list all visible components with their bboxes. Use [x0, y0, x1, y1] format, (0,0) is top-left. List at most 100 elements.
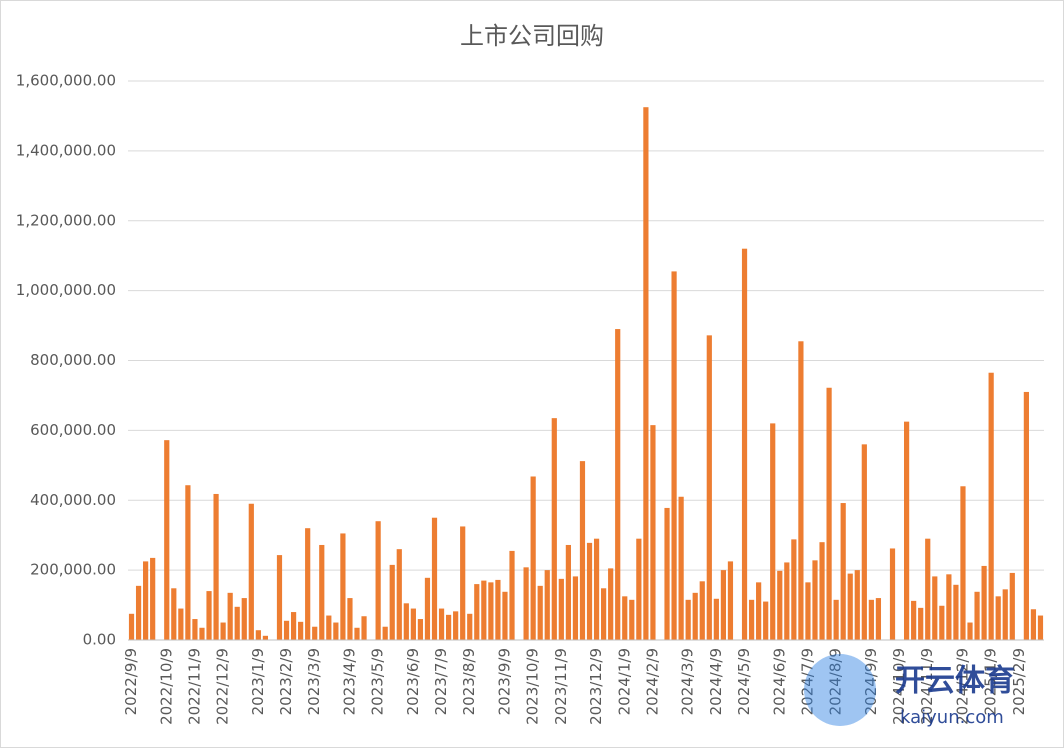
- bar: [572, 576, 579, 640]
- watermark-logo: [804, 654, 876, 726]
- bar: [791, 539, 797, 640]
- bar: [819, 542, 825, 640]
- chart-title: 上市公司回购: [460, 22, 604, 50]
- x-tick-label: 2024/11/9: [918, 648, 936, 725]
- bar: [178, 608, 184, 640]
- bar: [953, 584, 959, 640]
- bar: [593, 538, 600, 640]
- bar: [939, 605, 945, 640]
- y-tick-label: 1,200,000.00: [16, 211, 116, 229]
- bar: [389, 564, 395, 640]
- bar: [763, 601, 769, 640]
- y-tick-label: 200,000.00: [30, 561, 116, 579]
- bar: [988, 372, 994, 640]
- bar: [241, 598, 247, 640]
- bar: [185, 485, 191, 640]
- bar: [340, 533, 346, 640]
- bar: [664, 507, 670, 640]
- y-tick-label: 1,400,000.00: [16, 141, 116, 159]
- bar: [565, 544, 571, 640]
- x-tick-label: 2023/8/9: [460, 648, 478, 715]
- x-tick-label: 2024/12/9: [953, 648, 971, 725]
- bar: [861, 444, 867, 640]
- bar: [382, 626, 388, 640]
- bar: [1037, 615, 1044, 640]
- bar: [636, 538, 642, 640]
- x-tick-label: 2022/10/9: [157, 648, 175, 725]
- x-tick-label: 2024/2/9: [643, 648, 661, 715]
- bar: [601, 588, 607, 640]
- watermark-site: kaiyun.com: [900, 707, 1004, 728]
- bar: [164, 440, 170, 640]
- bar: [361, 616, 367, 640]
- bar: [467, 613, 473, 640]
- x-tick-label: 2024/10/9: [890, 648, 908, 725]
- bar: [713, 598, 719, 640]
- bar: [756, 582, 762, 640]
- bar: [290, 612, 297, 640]
- bar: [234, 606, 240, 640]
- x-tick-label: 2024/5/9: [735, 648, 753, 715]
- y-tick-label: 1,600,000.00: [16, 72, 116, 90]
- bar: [319, 544, 325, 640]
- x-tick-label: 2025/1/9: [982, 648, 1000, 715]
- bar: [305, 528, 311, 640]
- bar: [974, 591, 980, 640]
- bar: [1030, 609, 1037, 640]
- watermark: 开云体育 kaiyun.com: [804, 654, 1015, 728]
- bar: [622, 596, 628, 640]
- bar: [326, 615, 332, 640]
- bar: [685, 599, 691, 640]
- bar: [333, 622, 339, 640]
- bar: [544, 570, 550, 640]
- bar: [424, 577, 431, 640]
- bar: [262, 635, 268, 640]
- bar: [720, 570, 726, 640]
- bar: [199, 627, 205, 640]
- bar: [255, 630, 261, 640]
- bar: [347, 598, 353, 640]
- bar: [551, 418, 557, 640]
- bar: [798, 341, 804, 640]
- x-tick-label: 2023/3/9: [305, 648, 323, 715]
- bar: [417, 619, 424, 640]
- bar: [495, 579, 501, 640]
- bar: [509, 550, 515, 640]
- bar: [579, 461, 586, 640]
- bar: [643, 107, 649, 640]
- bar: [586, 542, 593, 640]
- bar: [150, 557, 156, 640]
- bar: [481, 580, 487, 640]
- x-tick-label: 2023/4/9: [340, 648, 358, 715]
- bar: [741, 248, 748, 640]
- bar: [312, 626, 318, 640]
- x-tick-label: 2023/1/9: [249, 648, 267, 715]
- y-tick-label: 0.00: [83, 631, 116, 649]
- bar: [692, 592, 698, 640]
- bar: [438, 608, 445, 640]
- x-tick-label: 2022/11/9: [185, 648, 203, 725]
- bar: [283, 620, 290, 640]
- bar: [981, 565, 987, 640]
- x-tick-label: 2023/11/9: [552, 648, 570, 725]
- x-tick-label: 2022/9/9: [122, 648, 140, 715]
- bar: [410, 608, 416, 640]
- y-tick-label: 400,000.00: [30, 491, 116, 509]
- bar: [727, 561, 734, 640]
- bar: [784, 562, 790, 640]
- x-tick-label: 2022/12/9: [214, 648, 232, 725]
- bar: [650, 425, 656, 640]
- bar: [431, 517, 438, 640]
- bar: [699, 581, 705, 640]
- bar: [192, 619, 198, 640]
- bar: [403, 603, 409, 640]
- bar: [840, 503, 846, 640]
- x-tick-label: 2023/12/9: [587, 648, 605, 725]
- bar: [826, 387, 832, 640]
- x-tick-label: 2025/2/9: [1010, 648, 1028, 715]
- bar: [777, 570, 783, 640]
- bar: [889, 548, 896, 640]
- bar: [453, 611, 459, 640]
- bar: [128, 613, 135, 640]
- y-tick-label: 1,000,000.00: [16, 281, 116, 299]
